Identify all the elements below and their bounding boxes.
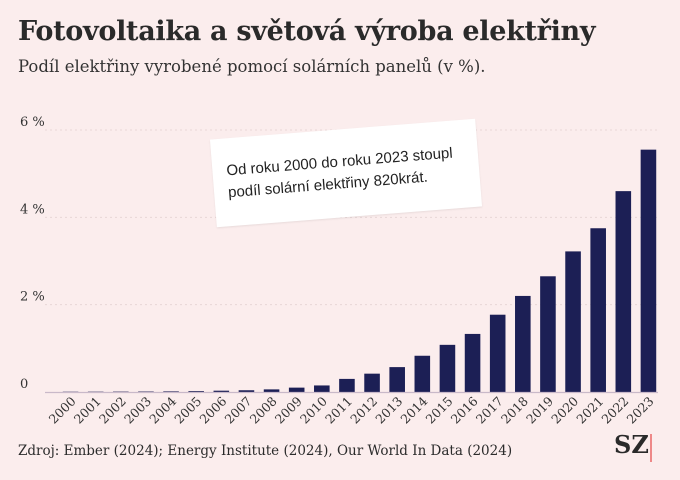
bar-2005: [188, 391, 204, 392]
x-tick-label: 2003: [121, 393, 154, 426]
x-tick-label: 2002: [96, 394, 129, 427]
y-tick-label: 2 %: [20, 290, 45, 305]
x-axis-ticks: 2000200120022003200420052006200720082009…: [46, 393, 657, 426]
bars: [62, 149, 657, 393]
x-tick-label: 2020: [548, 393, 581, 426]
x-tick-label: 2006: [196, 393, 229, 426]
x-tick-label: 2014: [397, 393, 430, 426]
x-tick-label: 2018: [498, 393, 531, 426]
bar-2002: [113, 391, 129, 393]
source-note: Zdroj: Ember (2024); Energy Institute (2…: [18, 443, 513, 459]
x-tick-label: 2001: [71, 394, 104, 427]
x-tick-label: 2023: [623, 393, 656, 426]
logo-accent-bar: [650, 434, 652, 462]
x-tick-label: 2007: [221, 393, 254, 426]
x-tick-label: 2017: [473, 393, 506, 426]
bar-2011: [339, 378, 355, 392]
sz-logo: SZ: [614, 430, 649, 459]
x-tick-label: 2016: [448, 393, 481, 426]
x-tick-label: 2008: [247, 393, 280, 426]
bar-2019: [540, 276, 556, 392]
x-tick-label: 2005: [171, 394, 204, 427]
bar-2013: [389, 367, 405, 392]
x-tick-label: 2004: [146, 393, 179, 426]
chart-title: Fotovoltaika a světová výroba elektřiny: [18, 16, 596, 47]
bar-2018: [515, 295, 531, 392]
bar-2022: [615, 191, 632, 392]
y-tick-label: 0: [20, 377, 28, 392]
bar-2016: [464, 333, 481, 392]
bar-2004: [163, 391, 179, 392]
bar-2010: [314, 385, 330, 392]
bar-2003: [138, 391, 154, 393]
bar-2015: [439, 344, 456, 392]
annotation-text: Od roku 2000 do roku 2023 stoupl podíl s…: [226, 141, 479, 204]
bar-2014: [414, 355, 431, 392]
x-tick-label: 2021: [573, 394, 606, 427]
bar-2009: [288, 387, 305, 392]
x-tick-label: 2013: [372, 393, 405, 426]
bar-2008: [263, 389, 280, 392]
bar-2021: [590, 228, 606, 392]
x-tick-label: 2022: [598, 394, 631, 427]
y-axis-ticks: 0 2 % 4 % 6 %: [20, 115, 45, 392]
bar-2020: [565, 251, 581, 392]
bar-2007: [238, 390, 255, 392]
bar-2017: [489, 314, 506, 392]
bar-2023: [640, 149, 657, 392]
x-tick-label: 2011: [322, 394, 355, 427]
x-tick-label: 2009: [272, 393, 305, 426]
x-tick-label: 2015: [422, 394, 455, 427]
x-tick-label: 2019: [523, 393, 556, 426]
x-tick-label: 2012: [347, 394, 380, 427]
x-tick-label: 2000: [46, 393, 79, 426]
bar-2012: [364, 373, 380, 392]
y-tick-label: 6 %: [20, 115, 45, 130]
chart-subtitle: Podíl elektřiny vyrobené pomocí solárníc…: [18, 57, 486, 76]
bar-2006: [213, 390, 230, 392]
x-tick-label: 2010: [297, 393, 330, 426]
y-tick-label: 4 %: [20, 202, 45, 217]
